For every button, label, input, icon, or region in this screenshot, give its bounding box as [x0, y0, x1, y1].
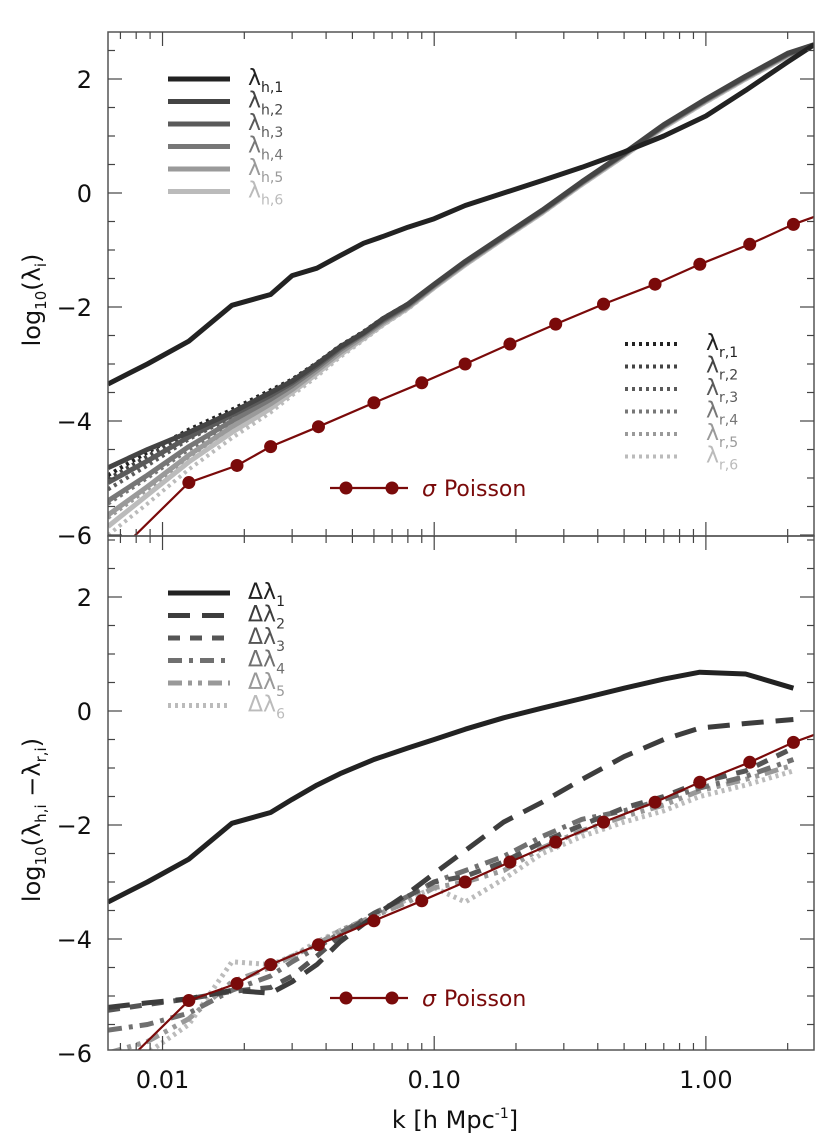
series-line	[147, 768, 795, 1050]
poisson-marker	[182, 994, 196, 1008]
lambda-r-legend-label: λr,6	[706, 444, 738, 474]
poisson-marker	[743, 755, 757, 769]
axes: 0.01 0.10 1.00	[136, 1066, 733, 1094]
poisson-marker	[311, 938, 325, 952]
delta-lambda-legend-label: Δλ1	[248, 580, 285, 610]
y-tick-label: −4	[57, 926, 92, 954]
lambda-r-legend-label: λr,1	[706, 331, 738, 361]
x-tick-label: 1.00	[679, 1066, 732, 1094]
poisson-marker	[415, 376, 429, 390]
top-y-axis-title: log10(λi)	[18, 254, 50, 347]
poisson-marker	[458, 875, 472, 889]
poisson-legend-label: σ Poisson	[422, 987, 526, 1012]
top-panel: 2 0 −2 −4 −6 σ Poisson λh,1λh,2λh,3λh,4λh,5λh,6…	[57, 31, 815, 550]
lambda-r-legend-label: λr,3	[706, 376, 738, 406]
poisson-marker	[648, 795, 662, 809]
y-tick-label: 0	[77, 180, 92, 208]
poisson-marker	[743, 237, 757, 251]
poisson-legend-label: σ Poisson	[422, 477, 526, 502]
poisson-legend-marker	[385, 481, 399, 495]
poisson-marker	[648, 277, 662, 291]
y-tick-label: −6	[57, 1040, 92, 1068]
top-series-group	[108, 42, 814, 536]
lambda-r-legend-label: λr,5	[706, 421, 738, 451]
delta-lambda-legend-label: Δλ3	[248, 625, 285, 655]
lambda-h-legend-label: λh,1	[248, 66, 283, 96]
lambda-r-legend-label: λr,2	[706, 354, 738, 384]
bottom-frame	[107, 535, 815, 1051]
poisson-marker	[693, 775, 707, 789]
lambda-h-legend-label: λh,4	[248, 134, 283, 164]
x-axis-title: k [h Mpc-1]	[392, 1106, 518, 1134]
poisson-legend-marker	[339, 481, 353, 495]
x-tick-label: 0.10	[407, 1066, 460, 1094]
lambda-r-legend-label: λr,4	[706, 399, 738, 429]
y-tick-label: −2	[57, 812, 92, 840]
series-line	[108, 42, 814, 387]
x-tick-label: 0.01	[136, 1066, 189, 1094]
poisson-legend-marker	[385, 991, 399, 1005]
delta-lambda-legend-label: Δλ4	[248, 648, 285, 678]
poisson-marker	[693, 257, 707, 271]
poisson-marker	[264, 958, 278, 972]
y-tick-label: 2	[77, 66, 92, 94]
lambda-h-legend-label: λh,6	[248, 179, 283, 209]
delta-lambda-legend-label: Δλ6	[248, 693, 285, 723]
series-line	[108, 42, 814, 470]
poisson-marker	[549, 835, 563, 849]
lambda-h-legend-label: λh,3	[248, 111, 283, 141]
y-tick-label: 0	[77, 698, 92, 726]
poisson-marker	[597, 815, 611, 829]
poisson-legend-marker	[339, 991, 353, 1005]
poisson-marker	[786, 735, 800, 749]
series-line	[108, 717, 794, 1010]
poisson-marker	[230, 976, 244, 990]
delta-lambda-legend-label: Δλ2	[248, 603, 285, 633]
poisson-marker	[311, 420, 325, 434]
poisson-marker	[503, 337, 517, 351]
poisson-marker	[415, 894, 429, 908]
y-tick-label: −6	[57, 522, 92, 550]
bottom-y-axis-title: log10(λh,i −λr,i)	[18, 738, 50, 902]
poisson-marker	[549, 317, 563, 331]
y-tick-label: −4	[57, 408, 92, 436]
y-tick-label: 2	[77, 584, 92, 612]
bottom-series-group	[108, 669, 814, 1050]
lambda-h-legend-label: λh,2	[248, 89, 283, 119]
series-line	[108, 669, 795, 905]
poisson-marker	[230, 458, 244, 472]
poisson-marker	[367, 396, 381, 410]
poisson-marker	[597, 297, 611, 311]
poisson-marker	[182, 476, 196, 490]
lambda-h-legend-label: λh,5	[248, 156, 283, 186]
poisson-marker	[786, 217, 800, 231]
delta-lambda-legend-label: Δλ5	[248, 670, 285, 700]
poisson-marker	[367, 914, 381, 928]
poisson-marker	[503, 855, 517, 869]
y-tick-label: −2	[57, 294, 92, 322]
poisson-marker	[458, 357, 472, 371]
poisson-marker	[264, 440, 278, 454]
